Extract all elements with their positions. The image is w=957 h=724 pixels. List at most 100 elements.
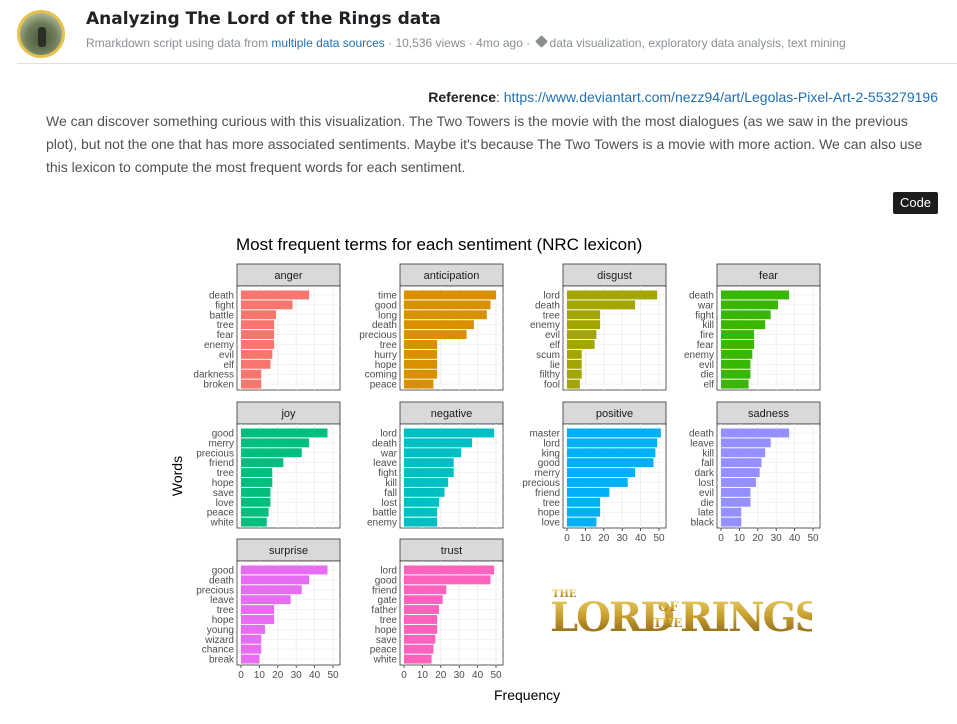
author-avatar[interactable]: [17, 10, 65, 58]
word-label: tree: [217, 468, 235, 479]
word-label: evil: [545, 330, 560, 341]
x-tick-label: 30: [454, 670, 466, 681]
bar-disgust-death: [567, 300, 636, 310]
bar-anticipation-time: [404, 290, 496, 300]
word-label: hope: [375, 360, 398, 371]
bar-fear-kill: [721, 320, 766, 330]
bar-disgust-scum: [567, 349, 582, 359]
bar-sadness-death: [721, 428, 790, 438]
word-label: dark: [695, 468, 715, 479]
word-label: death: [209, 575, 234, 586]
bar-surprise-precious: [241, 585, 302, 595]
word-label: fool: [544, 380, 560, 391]
word-label: war: [380, 448, 398, 459]
bar-anger-darkness: [241, 369, 262, 379]
bar-positive-master: [567, 428, 661, 438]
bar-fear-fear: [721, 340, 755, 349]
word-label: young: [207, 625, 234, 636]
bar-anger-elf: [241, 359, 271, 369]
x-tick-label: 10: [734, 533, 746, 544]
facet-label-surprise: surprise: [269, 545, 308, 557]
code-toggle-button[interactable]: Code: [893, 192, 938, 214]
word-label: friend: [535, 488, 560, 499]
svg-text:THE: THE: [653, 616, 682, 630]
bar-anger-tree: [241, 320, 275, 330]
x-tick-label: 0: [718, 533, 724, 544]
bar-anger-death: [241, 290, 310, 300]
bar-negative-fight: [404, 468, 454, 478]
reference-line: Reference: https://www.deviantart.com/ne…: [428, 89, 938, 105]
facet-label-trust: trust: [441, 545, 462, 557]
word-label: kill: [702, 448, 714, 459]
word-label: tree: [380, 340, 398, 351]
bar-disgust-elf: [567, 340, 595, 349]
bar-sadness-dark: [721, 468, 760, 478]
bar-surprise-death: [241, 575, 310, 585]
bar-negative-kill: [404, 478, 449, 487]
word-label: good: [212, 428, 234, 439]
bar-anger-battle: [241, 310, 276, 320]
bar-surprise-good: [241, 565, 328, 575]
x-tick-label: 30: [771, 533, 783, 544]
bar-anger-enemy: [241, 340, 275, 349]
bar-sadness-black: [721, 517, 742, 527]
body-paragraph: We can discover something curious with t…: [46, 113, 923, 175]
word-label: fire: [700, 330, 714, 341]
x-tick-label: 40: [789, 533, 801, 544]
word-label: die: [701, 498, 715, 509]
x-tick-label: 50: [807, 533, 819, 544]
bar-joy-love: [241, 497, 271, 507]
bar-positive-tree: [567, 497, 601, 507]
word-label: peace: [207, 508, 235, 519]
word-label: kill: [702, 320, 714, 331]
word-label: fear: [217, 330, 235, 341]
bar-fear-war: [721, 300, 779, 310]
bar-fear-fire: [721, 330, 755, 340]
facet-label-disgust: disgust: [597, 270, 632, 282]
bar-positive-hope: [567, 507, 601, 517]
facet-label-negative: negative: [431, 408, 473, 420]
word-label: coming: [365, 370, 397, 381]
bar-fear-fight: [721, 310, 771, 320]
bar-sadness-fall: [721, 458, 762, 468]
svg-text:RINGS: RINGS: [680, 594, 812, 641]
word-label: precious: [359, 330, 397, 341]
x-tick-label: 50: [653, 533, 665, 544]
bar-negative-lost: [404, 497, 439, 507]
meta-prefix: Rmarkdown script using data from: [86, 36, 272, 50]
bar-trust-peace: [404, 644, 434, 654]
bar-negative-enemy: [404, 517, 438, 527]
bar-disgust-tree: [567, 310, 601, 320]
bar-surprise-chance: [241, 644, 262, 654]
x-tick-label: 20: [752, 533, 764, 544]
word-label: gate: [378, 595, 398, 606]
bar-trust-save: [404, 634, 436, 644]
word-label: tree: [543, 498, 561, 509]
word-label: die: [701, 370, 715, 381]
word-label: hope: [375, 625, 398, 636]
bar-joy-good: [241, 428, 328, 438]
x-tick-label: 10: [254, 670, 266, 681]
facet-label-fear: fear: [759, 270, 778, 282]
bar-joy-tree: [241, 468, 273, 478]
bar-trust-hope: [404, 624, 438, 634]
bar-sadness-leave: [721, 438, 771, 448]
bar-trust-gate: [404, 595, 443, 605]
data-sources-link[interactable]: multiple data sources: [271, 36, 385, 50]
meta-views: · 10,536 views · 4mo ago ·: [384, 36, 534, 50]
reference-label: Reference: [428, 89, 496, 105]
bar-anticipation-tree: [404, 340, 438, 349]
word-label: battle: [210, 310, 235, 321]
bar-joy-save: [241, 487, 271, 497]
facet-label-positive: positive: [596, 408, 633, 420]
bar-sadness-kill: [721, 448, 766, 458]
word-label: war: [697, 300, 715, 311]
bar-anger-fear: [241, 330, 275, 340]
svg-text:OF: OF: [658, 600, 679, 615]
meta-tags[interactable]: data visualization, exploratory data ana…: [549, 36, 846, 50]
reference-link[interactable]: https://www.deviantart.com/nezz94/art/Le…: [503, 89, 938, 105]
bar-anticipation-death: [404, 320, 474, 330]
bar-positive-merry: [567, 468, 636, 478]
bar-trust-tree: [404, 615, 438, 624]
kernel-header: Analyzing The Lord of the Rings data Rma…: [17, 6, 957, 64]
